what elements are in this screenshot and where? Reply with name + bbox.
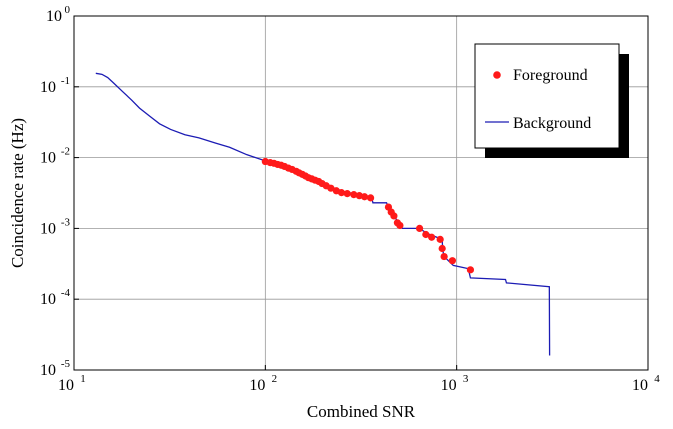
foreground-point (327, 184, 335, 192)
foreground-point (396, 221, 404, 230)
x-tick-exponent: 1 (80, 373, 86, 385)
foreground-point (440, 252, 448, 261)
x-tick-labels: 10 1 10 2 10 3 10 4 (58, 373, 660, 394)
plot-series (95, 72, 551, 356)
y-tick-exponent: -4 (61, 287, 71, 299)
y-tick-exponent: -3 (61, 216, 71, 228)
y-axis-label: Coincidence rate (Hz) (8, 118, 27, 268)
x-tick-label: 10 (632, 377, 648, 394)
foreground-point (422, 230, 430, 239)
x-tick-label: 10 (249, 377, 265, 394)
x-tick-label: 10 (441, 377, 457, 394)
x-tick-label: 10 (58, 377, 74, 394)
y-tick-label: 10 (40, 291, 56, 308)
legend-background-label: Background (513, 115, 591, 132)
tick-marks (73, 15, 649, 371)
plot-frame (73, 15, 649, 371)
foreground-point (350, 191, 358, 199)
x-tick-exponent: 2 (272, 373, 278, 385)
foreground-point (448, 257, 456, 265)
x-tick-exponent: 4 (654, 373, 660, 385)
legend-box (474, 43, 620, 149)
y-tick-exponent: -1 (61, 75, 70, 87)
foreground-point (415, 224, 424, 232)
foreground-point (360, 193, 369, 201)
foreground-point (438, 244, 446, 253)
x-tick-exponent: 3 (463, 373, 469, 385)
legend: Foreground Background (474, 43, 629, 158)
y-tick-label: 10 (46, 8, 62, 25)
y-tick-exponent: -2 (61, 146, 70, 158)
y-tick-label: 10 (40, 79, 56, 96)
y-tick-exponent: 0 (65, 4, 71, 16)
y-tick-exponent: -5 (61, 358, 71, 370)
foreground-point (436, 235, 444, 243)
x-axis-label: Combined SNR (307, 402, 416, 421)
foreground-point (367, 194, 375, 202)
foreground-point (337, 189, 346, 197)
legend-foreground-marker (493, 71, 501, 79)
foreground-point (390, 212, 398, 220)
legend-foreground-label: Foreground (513, 67, 588, 84)
y-tick-label: 10 (40, 150, 56, 167)
foreground-point (428, 233, 436, 241)
foreground-point (466, 266, 475, 274)
foreground-point (343, 190, 351, 198)
y-tick-label: 10 (40, 362, 56, 379)
y-tick-label: 10 (40, 220, 56, 237)
